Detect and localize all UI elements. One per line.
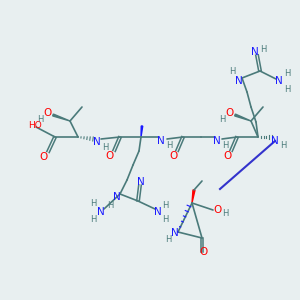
Text: N: N — [137, 177, 145, 187]
Polygon shape — [192, 190, 195, 203]
Text: H: H — [284, 85, 290, 94]
Text: H: H — [219, 115, 225, 124]
Polygon shape — [53, 114, 70, 121]
Text: H: H — [280, 142, 286, 151]
Text: O: O — [224, 151, 232, 161]
Text: O: O — [40, 152, 48, 162]
Text: O: O — [43, 108, 51, 118]
Text: N: N — [251, 47, 259, 57]
Text: H: H — [162, 200, 168, 209]
Text: O: O — [225, 108, 233, 118]
Text: H: H — [222, 142, 228, 151]
Text: N: N — [113, 192, 121, 202]
Text: H: H — [102, 142, 108, 152]
Text: HO: HO — [28, 121, 42, 130]
Text: N: N — [213, 136, 221, 146]
Text: O: O — [213, 205, 221, 215]
Text: O: O — [169, 151, 177, 161]
Text: H: H — [37, 115, 43, 124]
Text: N: N — [275, 76, 283, 86]
Text: N: N — [235, 76, 243, 86]
Polygon shape — [235, 114, 251, 121]
Text: N: N — [271, 136, 279, 146]
Text: H: H — [107, 202, 113, 211]
Polygon shape — [141, 126, 143, 137]
Text: H: H — [284, 68, 290, 77]
Text: O: O — [199, 247, 207, 257]
Text: H: H — [165, 235, 171, 244]
Text: H: H — [229, 68, 235, 76]
Text: H: H — [166, 142, 172, 151]
Text: H: H — [222, 209, 228, 218]
Text: N: N — [157, 136, 165, 146]
Text: O: O — [106, 151, 114, 161]
Text: N: N — [171, 228, 179, 238]
Text: H: H — [90, 200, 96, 208]
Text: H: H — [260, 46, 266, 55]
Text: H: H — [90, 215, 96, 224]
Text: N: N — [97, 207, 105, 217]
Text: H: H — [162, 215, 168, 224]
Text: N: N — [93, 137, 101, 147]
Text: N: N — [154, 207, 162, 217]
